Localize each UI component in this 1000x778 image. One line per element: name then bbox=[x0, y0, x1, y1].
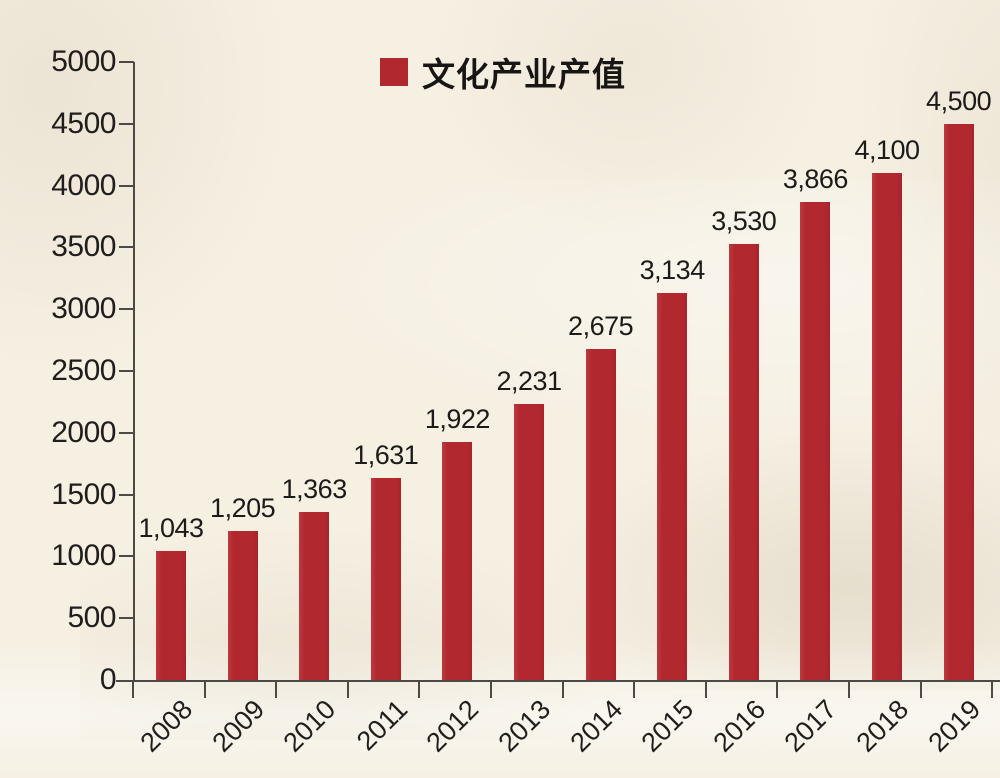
bar-value-label-2015: 3,134 bbox=[639, 255, 706, 285]
y-axis-tick bbox=[119, 431, 134, 434]
bar-2010 bbox=[299, 512, 330, 680]
y-axis-tick-label: 1000 bbox=[51, 539, 116, 573]
x-axis-tick bbox=[561, 681, 564, 698]
y-axis-tick bbox=[119, 61, 134, 63]
bar-value-label-2011: 1,631 bbox=[353, 440, 419, 470]
y-axis-tick-label: 500 bbox=[67, 601, 116, 635]
bar-2013 bbox=[514, 404, 544, 680]
x-axis-label-2012: 2012 bbox=[420, 694, 485, 758]
y-axis-tick bbox=[119, 617, 134, 620]
bar-value-label-2010: 1,363 bbox=[281, 474, 348, 504]
y-axis-tick bbox=[119, 246, 134, 249]
x-axis-tick bbox=[633, 681, 636, 698]
y-axis-tick-label: 5000 bbox=[51, 45, 116, 78]
x-axis-tick bbox=[346, 681, 349, 698]
bar-2008 bbox=[156, 551, 186, 680]
legend-color-swatch bbox=[380, 58, 408, 86]
y-axis-tick bbox=[119, 370, 134, 372]
bar-2019 bbox=[943, 124, 974, 680]
x-axis-tick bbox=[418, 681, 421, 698]
x-axis-tick bbox=[991, 681, 994, 698]
bar-value-label-2017: 3,866 bbox=[782, 164, 849, 194]
bar-2012 bbox=[442, 442, 473, 680]
bar-value-label-2008: 1,043 bbox=[138, 513, 204, 543]
y-axis-tick bbox=[119, 555, 134, 558]
x-axis-label-2016: 2016 bbox=[707, 694, 772, 758]
bar-2011 bbox=[370, 478, 401, 680]
bar-value-label-2009: 1,205 bbox=[210, 493, 276, 523]
bar-2017 bbox=[800, 202, 831, 680]
y-axis-tick bbox=[119, 493, 134, 496]
x-axis-tick bbox=[490, 681, 492, 698]
x-axis-label-2017: 2017 bbox=[778, 694, 843, 758]
paper-texture-smudge bbox=[420, 0, 840, 240]
x-axis-label-2008: 2008 bbox=[134, 694, 199, 758]
x-axis-label-2011: 2011 bbox=[350, 694, 414, 757]
bar-value-label-2012: 1,922 bbox=[424, 404, 491, 434]
bar-2009 bbox=[227, 531, 258, 680]
x-axis-tick bbox=[275, 681, 278, 698]
x-axis-tick bbox=[919, 681, 922, 698]
y-axis-tick-label: 4500 bbox=[51, 106, 116, 140]
x-axis-tick bbox=[203, 681, 206, 698]
y-axis-tick-label: 2000 bbox=[51, 415, 116, 449]
x-axis-label-2013: 2013 bbox=[492, 694, 557, 758]
bar-2018 bbox=[872, 173, 902, 680]
y-axis-tick-label: 4000 bbox=[51, 168, 116, 202]
y-axis-tick bbox=[119, 308, 134, 311]
y-axis-tick-label: 2500 bbox=[51, 354, 116, 387]
y-axis-line bbox=[133, 62, 135, 681]
x-axis-line bbox=[116, 680, 1000, 682]
x-axis-label-2015: 2015 bbox=[635, 694, 700, 758]
bar-value-label-2019: 4,500 bbox=[926, 86, 992, 116]
y-axis-tick-label: 3000 bbox=[51, 292, 116, 326]
bar-value-label-2018: 4,100 bbox=[854, 135, 920, 165]
y-axis-tick-label: 0 bbox=[99, 663, 117, 696]
x-axis-label-2018: 2018 bbox=[850, 694, 915, 758]
y-axis-tick-label: 3500 bbox=[51, 230, 116, 264]
x-axis-label-2010: 2010 bbox=[277, 694, 342, 758]
x-axis-label-2019: 2019 bbox=[922, 694, 986, 758]
legend-label: 文化产业产值 bbox=[422, 56, 626, 93]
bar-value-label-2014: 2,675 bbox=[568, 311, 634, 341]
x-axis-tick bbox=[848, 681, 850, 698]
bar-value-label-2016: 3,530 bbox=[711, 206, 777, 236]
y-axis-tick bbox=[119, 184, 134, 187]
y-axis-tick-label: 1500 bbox=[51, 477, 116, 511]
x-axis-label-2014: 2014 bbox=[564, 694, 628, 758]
bar-2016 bbox=[728, 244, 759, 680]
x-axis-tick bbox=[704, 681, 707, 698]
bar-2015 bbox=[657, 293, 688, 680]
x-axis-label-2009: 2009 bbox=[206, 694, 270, 758]
x-axis-tick bbox=[776, 681, 779, 698]
y-axis-tick bbox=[119, 122, 134, 125]
legend: 文化产业产值 bbox=[380, 55, 626, 93]
x-axis-tick bbox=[132, 681, 134, 698]
bar-value-label-2013: 2,231 bbox=[496, 366, 562, 396]
bar-2014 bbox=[585, 349, 616, 680]
